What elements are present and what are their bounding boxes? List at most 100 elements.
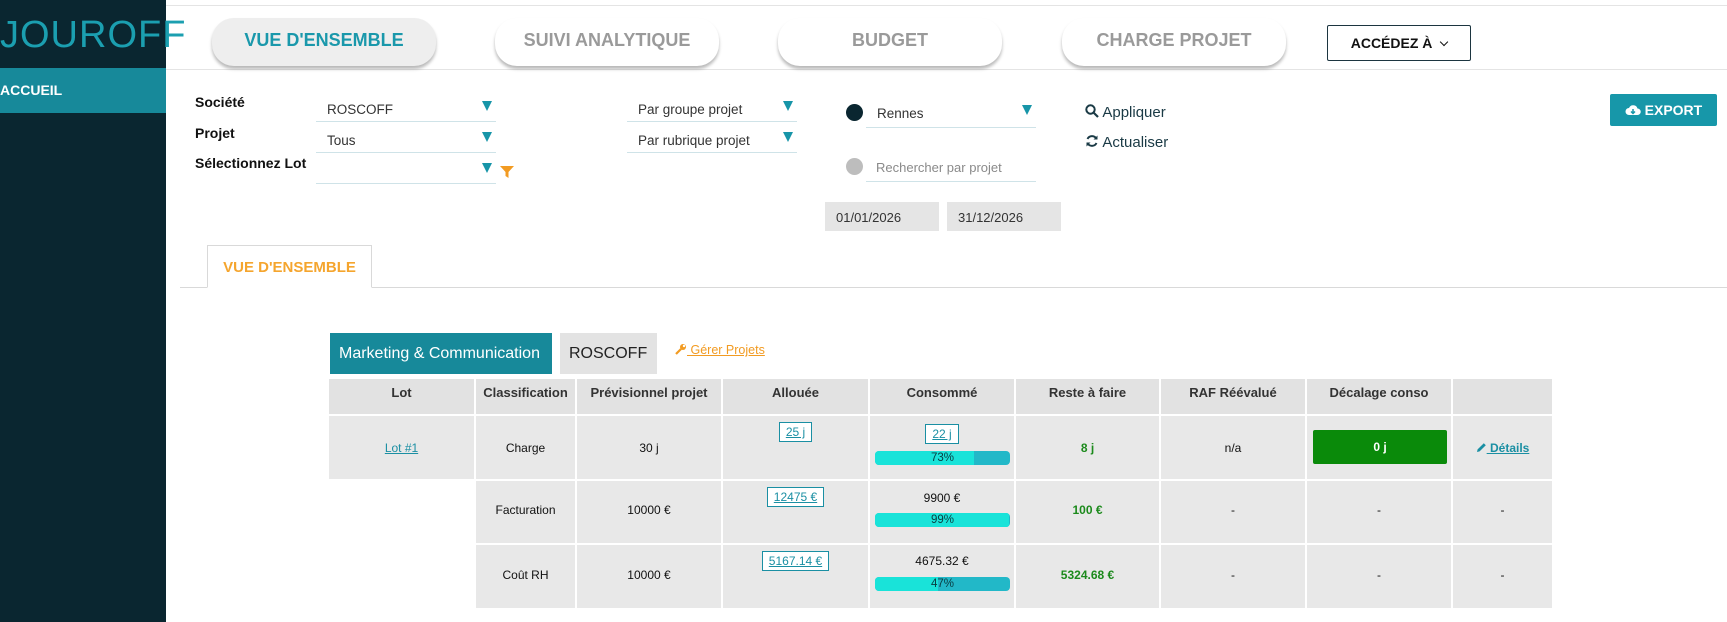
row3-reste: 5324.68 € bbox=[1016, 545, 1159, 608]
row1-decalage: 0 j bbox=[1307, 416, 1451, 479]
row1-actions: Détails bbox=[1453, 416, 1552, 479]
row2-consomme: 9900 € 99% bbox=[870, 481, 1014, 543]
ville-select[interactable]: Rennes bbox=[866, 100, 1036, 128]
sidebar: JOUROFF ACCUEIL bbox=[0, 0, 185, 622]
section-tab-vue-ensemble[interactable]: VUE D'ENSEMBLE bbox=[207, 245, 372, 288]
row2-reste: 100 € bbox=[1016, 481, 1159, 543]
chevron-down-icon bbox=[1440, 37, 1449, 47]
row1-classification: Charge bbox=[476, 416, 575, 479]
group-chip: Marketing & Communication bbox=[330, 333, 552, 374]
rubrique-value: Par rubrique projet bbox=[638, 133, 750, 148]
tab-vue-ensemble[interactable]: VUE D'ENSEMBLE bbox=[212, 18, 436, 66]
header-reste: Reste à faire bbox=[1016, 379, 1159, 414]
row3-progress-bar: 47% bbox=[875, 577, 1010, 591]
rubrique-select[interactable]: Par rubrique projet bbox=[627, 127, 797, 153]
caret-down-icon bbox=[783, 132, 793, 142]
row1-consomme-link[interactable]: 22 j bbox=[925, 424, 959, 444]
ville-value: Rennes bbox=[877, 106, 924, 121]
projet-label: Projet bbox=[195, 125, 235, 141]
cloud-download-icon bbox=[1625, 105, 1641, 115]
projet-value: Tous bbox=[327, 133, 356, 148]
date-end-input[interactable]: 31/12/2026 bbox=[947, 202, 1061, 231]
societe-select[interactable]: ROSCOFF bbox=[316, 96, 496, 122]
filter-icon[interactable] bbox=[500, 166, 514, 178]
row1-raf: n/a bbox=[1161, 416, 1305, 479]
row3-decalage: - bbox=[1307, 545, 1451, 608]
search-projet-input[interactable]: Rechercher par projet bbox=[866, 154, 1036, 182]
row3-raf: - bbox=[1161, 545, 1305, 608]
row1-allouee: 25 j bbox=[723, 416, 868, 479]
budget-table: Lot Classification Prévisionnel projet A… bbox=[329, 379, 1552, 611]
row1-progress-label: 73% bbox=[930, 452, 955, 464]
search-icon bbox=[1085, 104, 1099, 118]
row1-consomme: 22 j 73% bbox=[870, 416, 1014, 479]
row2-consomme-value: 9900 € bbox=[923, 491, 961, 505]
manage-projects-link[interactable]: Gérer Projets bbox=[675, 343, 765, 357]
row2-progress-bar: 99% bbox=[875, 513, 1010, 527]
header-actions bbox=[1453, 379, 1552, 414]
row2-progress-fill bbox=[875, 513, 1009, 527]
row1-progress-bar: 73% bbox=[875, 451, 1010, 465]
row2-classification: Facturation bbox=[476, 481, 575, 543]
row3-progress-label: 47% bbox=[930, 578, 955, 590]
row3-consomme: 4675.32 € 47% bbox=[870, 545, 1014, 608]
row3-classification: Coût RH bbox=[476, 545, 575, 608]
caret-down-icon bbox=[1022, 105, 1032, 115]
radio-ville[interactable] bbox=[846, 104, 863, 121]
access-label: ACCÉDEZ À bbox=[1350, 35, 1433, 51]
row3-actions: - bbox=[1453, 545, 1552, 608]
row2-decalage: - bbox=[1307, 481, 1451, 543]
row1-decalage-badge: 0 j bbox=[1313, 430, 1447, 464]
nav-divider bbox=[166, 69, 1727, 70]
row2-actions: - bbox=[1453, 481, 1552, 543]
row3-previsionnel: 10000 € bbox=[577, 545, 721, 608]
lot-cell: Lot #1 bbox=[329, 416, 474, 479]
projet-select[interactable]: Tous bbox=[316, 127, 496, 153]
row2-allouee-link[interactable]: 12475 € bbox=[766, 487, 825, 507]
date-start-input[interactable]: 01/01/2026 bbox=[825, 202, 939, 231]
access-dropdown-button[interactable]: ACCÉDEZ À bbox=[1327, 25, 1471, 61]
caret-down-icon bbox=[482, 132, 492, 142]
row2-raf: - bbox=[1161, 481, 1305, 543]
row1-details-label: Détails bbox=[1489, 441, 1530, 455]
row1-details-link[interactable]: Détails bbox=[1476, 441, 1530, 455]
row1-allouee-link[interactable]: 25 j bbox=[778, 422, 813, 442]
header-decalage: Décalage conso bbox=[1307, 379, 1451, 414]
row1-reste: 8 j bbox=[1016, 416, 1159, 479]
export-button[interactable]: EXPORT bbox=[1610, 94, 1717, 126]
wrench-icon bbox=[675, 344, 686, 355]
pencil-icon bbox=[1476, 443, 1486, 452]
groupe-select[interactable]: Par groupe projet bbox=[627, 96, 797, 122]
caret-down-icon bbox=[482, 101, 492, 111]
header-previsionnel: Prévisionnel projet bbox=[577, 379, 721, 414]
apply-button[interactable]: Appliquer bbox=[1085, 104, 1166, 121]
lot-link[interactable]: Lot #1 bbox=[384, 441, 419, 455]
header-lot: Lot bbox=[329, 379, 474, 414]
row1-progress-fill bbox=[875, 451, 974, 465]
row3-progress-fill bbox=[875, 577, 939, 591]
section-divider bbox=[180, 287, 1727, 288]
societe-label: Société bbox=[195, 94, 245, 110]
header-classification: Classification bbox=[476, 379, 575, 414]
sidebar-item-accueil[interactable]: ACCUEIL bbox=[0, 68, 166, 113]
radio-recherche[interactable] bbox=[846, 158, 863, 175]
tab-suivi-analytique[interactable]: SUIVI ANALYTIQUE bbox=[495, 18, 719, 66]
lot-select[interactable] bbox=[316, 158, 496, 184]
row1-previsionnel: 30 j bbox=[577, 416, 721, 479]
refresh-label: Actualiser bbox=[1102, 134, 1169, 151]
company-chip: ROSCOFF bbox=[560, 333, 657, 374]
row3-consomme-value: 4675.32 € bbox=[915, 554, 969, 568]
refresh-button[interactable]: Actualiser bbox=[1085, 134, 1168, 151]
tab-charge-projet[interactable]: CHARGE PROJET bbox=[1062, 18, 1286, 66]
row2-allouee: 12475 € bbox=[723, 481, 868, 543]
tab-budget[interactable]: BUDGET bbox=[778, 18, 1002, 66]
refresh-icon bbox=[1086, 135, 1098, 147]
manage-projects-label: Gérer Projets bbox=[690, 343, 765, 357]
groupe-value: Par groupe projet bbox=[638, 102, 743, 117]
row2-progress-label: 99% bbox=[930, 514, 955, 526]
app-logo: JOUROFF bbox=[0, 14, 187, 56]
caret-down-icon bbox=[482, 163, 492, 173]
societe-value: ROSCOFF bbox=[327, 102, 393, 117]
row3-allouee-link[interactable]: 5167.14 € bbox=[761, 551, 830, 571]
